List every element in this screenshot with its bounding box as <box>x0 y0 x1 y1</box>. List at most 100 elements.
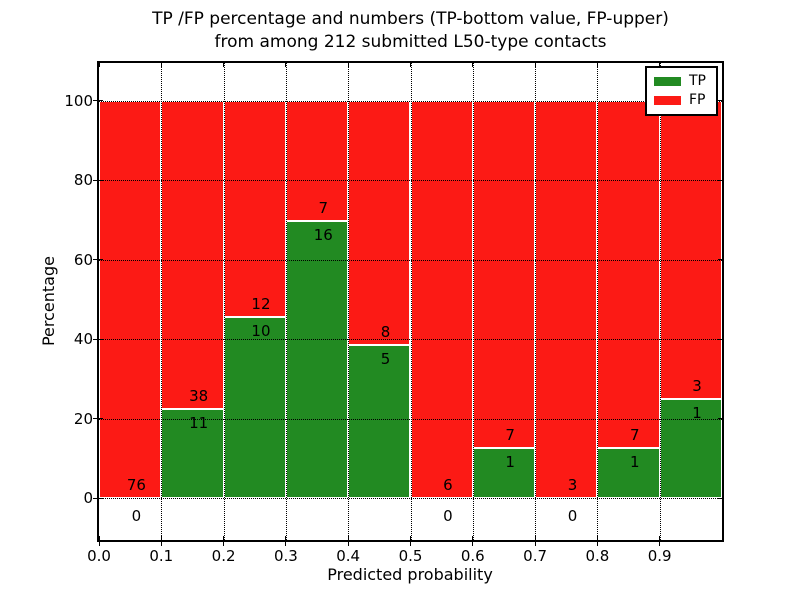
tp-count-label: 10 <box>251 322 271 341</box>
bar-fp-segment <box>410 100 473 498</box>
tp-count-label: 1 <box>629 453 640 472</box>
tp-count-label: 0 <box>443 507 453 525</box>
tp-count-label: 0 <box>131 507 142 525</box>
y-tick-mark <box>93 179 103 181</box>
y-tick-label: 20 <box>73 409 93 428</box>
x-gridline <box>223 63 225 540</box>
bar-tp-segment <box>659 398 722 498</box>
x-tick-mark <box>285 536 287 546</box>
fp-count-label: 7 <box>318 199 329 218</box>
bar-fp-segment <box>472 100 536 449</box>
x-tick-mark <box>223 63 225 67</box>
x-gridline <box>410 63 412 540</box>
legend-label-fp: FP <box>689 92 706 108</box>
x-tick-mark <box>534 63 536 67</box>
fp-count-label: 3 <box>692 376 702 395</box>
bar-tp-segment <box>285 221 349 498</box>
x-gridline <box>659 63 661 540</box>
x-tick-mark <box>160 536 162 546</box>
legend-item-fp: FP <box>654 91 716 110</box>
y-gridline <box>99 339 722 340</box>
x-tick-mark <box>410 536 411 546</box>
fp-count-label: 7 <box>629 426 640 445</box>
x-tick-mark <box>285 63 287 67</box>
y-gridline <box>99 100 722 102</box>
x-tick-label: 0.5 <box>398 547 423 565</box>
bar-fp-segment <box>285 100 349 222</box>
x-tick-label: 0.0 <box>87 547 111 565</box>
y-tick-mark <box>718 259 722 260</box>
y-tick-label: 60 <box>73 250 93 269</box>
chart-title-line1: TP /FP percentage and numbers (TP-bottom… <box>152 9 669 29</box>
fp-count-label: 38 <box>189 386 209 405</box>
x-tick-label: 0.4 <box>336 547 361 565</box>
bar-tp-segment <box>472 448 536 498</box>
bar-fp-segment <box>348 100 411 346</box>
x-gridline <box>348 63 350 540</box>
y-gridline <box>99 259 722 261</box>
legend-label-tp: TP <box>689 73 706 89</box>
x-tick-mark <box>659 536 661 546</box>
x-gridline <box>285 63 287 540</box>
x-gridline <box>161 63 163 540</box>
x-tick-label: 0.6 <box>460 547 485 565</box>
fp-count-label: 7 <box>505 426 515 445</box>
bar-fp-segment <box>597 100 660 449</box>
y-tick-label: 0 <box>83 489 93 507</box>
bar-fp-segment <box>99 100 162 498</box>
x-tick-label: 0.7 <box>523 547 548 565</box>
tp-count-label: 5 <box>380 350 391 369</box>
x-tick-mark <box>596 536 598 546</box>
x-tick-mark <box>534 536 536 546</box>
x-tick-mark <box>98 63 100 67</box>
tp-legend-swatch-icon <box>654 77 681 86</box>
x-tick-label: 0.9 <box>647 547 672 565</box>
tp-count-label: 1 <box>505 453 515 472</box>
fp-count-label: 76 <box>126 476 146 494</box>
x-tick-mark <box>472 63 474 67</box>
legend-item-tp: TP <box>654 72 716 91</box>
x-tick-mark <box>160 63 162 67</box>
y-tick-mark <box>718 418 722 419</box>
y-tick-mark <box>93 259 103 260</box>
fp-count-label: 3 <box>567 476 578 494</box>
y-tick-mark <box>718 338 722 340</box>
x-tick-label: 0.2 <box>211 547 236 565</box>
fp-count-label: 12 <box>251 295 271 314</box>
y-tick-mark <box>93 100 103 101</box>
y-gridline <box>99 180 722 181</box>
x-tick-mark <box>410 63 411 67</box>
x-axis-label: Predicted probability <box>327 565 493 584</box>
y-gridline <box>99 418 722 420</box>
y-tick-label: 40 <box>73 330 93 348</box>
x-tick-mark <box>347 63 349 67</box>
tp-count-label: 11 <box>189 413 209 432</box>
x-gridline <box>472 63 474 540</box>
plot-area: Percentage Predicted probability TP FP 7… <box>39 61 724 584</box>
x-gridline <box>597 63 599 540</box>
bar-fp-segment <box>659 100 722 399</box>
chart-title-line2: from among 212 submitted L50-type contac… <box>214 32 607 52</box>
x-tick-mark <box>659 63 661 67</box>
x-tick-mark <box>472 536 474 546</box>
x-tick-label: 0.8 <box>585 547 610 565</box>
fp-count-label: 8 <box>380 323 391 342</box>
x-gridline <box>535 63 537 540</box>
y-gridline <box>99 498 722 499</box>
y-axis-label: Percentage <box>39 256 58 347</box>
y-tick-mark <box>718 179 722 181</box>
bar-fp-segment <box>161 100 224 409</box>
x-tick-mark <box>347 536 349 546</box>
bar-fp-segment <box>223 100 286 318</box>
y-tick-label: 100 <box>64 91 93 110</box>
x-tick-label: 0.3 <box>273 547 298 565</box>
tp-count-label: 1 <box>692 403 702 422</box>
tp-count-label: 16 <box>313 226 333 245</box>
y-tick-mark <box>718 497 722 499</box>
y-tick-mark <box>93 497 103 499</box>
y-tick-mark <box>93 338 103 340</box>
tp-count-label: 0 <box>567 507 578 525</box>
x-tick-mark <box>98 536 100 546</box>
y-tick-label: 80 <box>73 171 93 189</box>
